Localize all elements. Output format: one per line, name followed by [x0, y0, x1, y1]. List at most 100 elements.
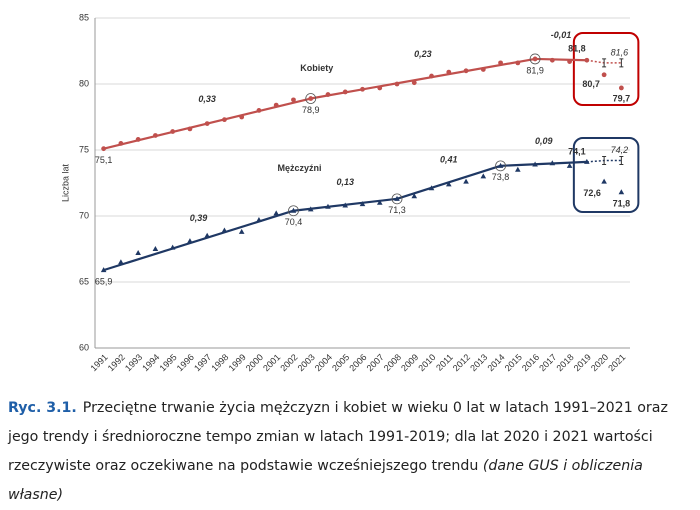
data-point — [152, 246, 159, 251]
caption-text: Przeciętne trwanie życia mężczyzn i kobi… — [8, 400, 668, 474]
trend-rate: 0,09 — [535, 136, 553, 146]
x-tick-label: 2000 — [244, 352, 265, 373]
data-point — [601, 178, 607, 184]
x-tick-label: 2021 — [606, 352, 627, 373]
data-point — [497, 162, 504, 168]
data-point — [618, 189, 625, 195]
data-point — [360, 86, 365, 92]
data-point — [498, 60, 503, 66]
data-point — [411, 80, 417, 86]
data-point — [291, 97, 296, 103]
series-name: Mężczyźni — [277, 163, 321, 173]
value-label: 74,1 — [568, 146, 586, 156]
x-tick-label: 2014 — [485, 352, 506, 373]
trend-rate: 0,33 — [198, 94, 216, 104]
breakpoint-ring — [495, 160, 506, 172]
data-point — [394, 195, 400, 201]
x-tick-label: 2016 — [520, 352, 541, 373]
chart: Liczba lat 60657075808519911992199319941… — [60, 12, 640, 373]
series-name: Kobiety — [300, 63, 333, 73]
value-label: 72,6 — [583, 188, 601, 198]
value-label: 73,8 — [492, 172, 510, 182]
data-point — [187, 126, 193, 132]
data-point — [515, 166, 521, 172]
data-point — [308, 96, 314, 101]
x-tick-label: 2006 — [347, 352, 368, 373]
x-tick-label: 2004 — [313, 352, 334, 373]
data-point — [100, 267, 107, 273]
data-point — [135, 249, 141, 255]
data-point — [221, 227, 228, 233]
x-tick-label: 2015 — [503, 352, 524, 373]
data-point — [376, 199, 383, 205]
data-point — [101, 146, 107, 152]
expected-label: 81,6 — [611, 47, 629, 57]
x-tick-label: 2002 — [278, 352, 299, 373]
highlight-box — [572, 137, 640, 213]
x-tick-label: 2001 — [261, 352, 282, 373]
data-point — [118, 259, 124, 265]
x-tick-label: 1997 — [192, 352, 213, 373]
value-label: 71,3 — [388, 205, 406, 215]
y-axis-label: Liczba lat — [60, 163, 70, 202]
trend-rate: 0,13 — [336, 177, 354, 187]
y-tick-label: 75 — [79, 144, 89, 154]
data-point — [222, 117, 227, 123]
y-tick-label: 70 — [79, 210, 89, 220]
data-point — [290, 207, 297, 213]
expected-point — [602, 156, 607, 166]
data-point — [394, 81, 400, 87]
value-label: 81,9 — [526, 65, 544, 75]
y-tick-label: 60 — [79, 342, 89, 352]
data-point — [584, 158, 590, 164]
data-point — [204, 232, 210, 238]
data-point — [549, 160, 556, 166]
data-point — [342, 89, 348, 95]
data-point — [342, 202, 349, 208]
x-tick-label: 2018 — [554, 352, 575, 373]
data-point — [204, 121, 210, 126]
data-point — [532, 56, 538, 62]
x-tick-label: 2020 — [589, 352, 610, 373]
data-point — [618, 85, 624, 91]
x-tick-label: 2010 — [416, 352, 437, 373]
x-tick-label: 1998 — [209, 352, 230, 373]
caption-label: Ryc. 3.1. — [8, 400, 77, 416]
data-point — [169, 244, 176, 250]
data-point — [584, 57, 590, 63]
data-point — [359, 201, 366, 207]
data-point — [428, 185, 435, 191]
data-point — [445, 181, 452, 187]
data-point — [307, 206, 314, 212]
y-tick-label: 65 — [79, 276, 89, 286]
x-tick-label: 2007 — [365, 352, 386, 373]
data-point — [377, 85, 383, 91]
data-point — [239, 114, 245, 120]
x-tick-label: 2003 — [296, 352, 317, 373]
x-tick-label: 1991 — [88, 352, 109, 373]
data-point — [118, 141, 124, 146]
value-label: 65,9 — [95, 276, 113, 286]
value-label: 70,4 — [285, 217, 303, 227]
x-tick-label: 2019 — [572, 352, 593, 373]
x-tick-label: 1999 — [227, 352, 248, 373]
data-point — [463, 178, 469, 184]
data-point — [153, 133, 158, 138]
data-point — [187, 238, 193, 244]
data-point — [601, 72, 607, 78]
x-tick-label: 2017 — [537, 352, 558, 373]
x-tick-label: 2008 — [382, 352, 403, 373]
data-point — [567, 59, 572, 64]
breakpoint-ring — [305, 93, 317, 104]
trend-rate: 0,39 — [190, 213, 208, 223]
trend-rate: 0,23 — [414, 49, 432, 59]
breakpoint-ring — [391, 193, 403, 205]
value-label: 79,7 — [613, 93, 631, 103]
x-tick-label: 2012 — [451, 352, 472, 373]
caption: Ryc. 3.1. Przeciętne trwanie życia mężczy… — [8, 394, 696, 510]
expected-label: 74,2 — [611, 145, 629, 155]
x-tick-label: 1994 — [140, 352, 161, 373]
data-point — [549, 57, 555, 63]
x-tick-label: 2005 — [330, 352, 351, 373]
value-label: 80,7 — [582, 79, 600, 89]
